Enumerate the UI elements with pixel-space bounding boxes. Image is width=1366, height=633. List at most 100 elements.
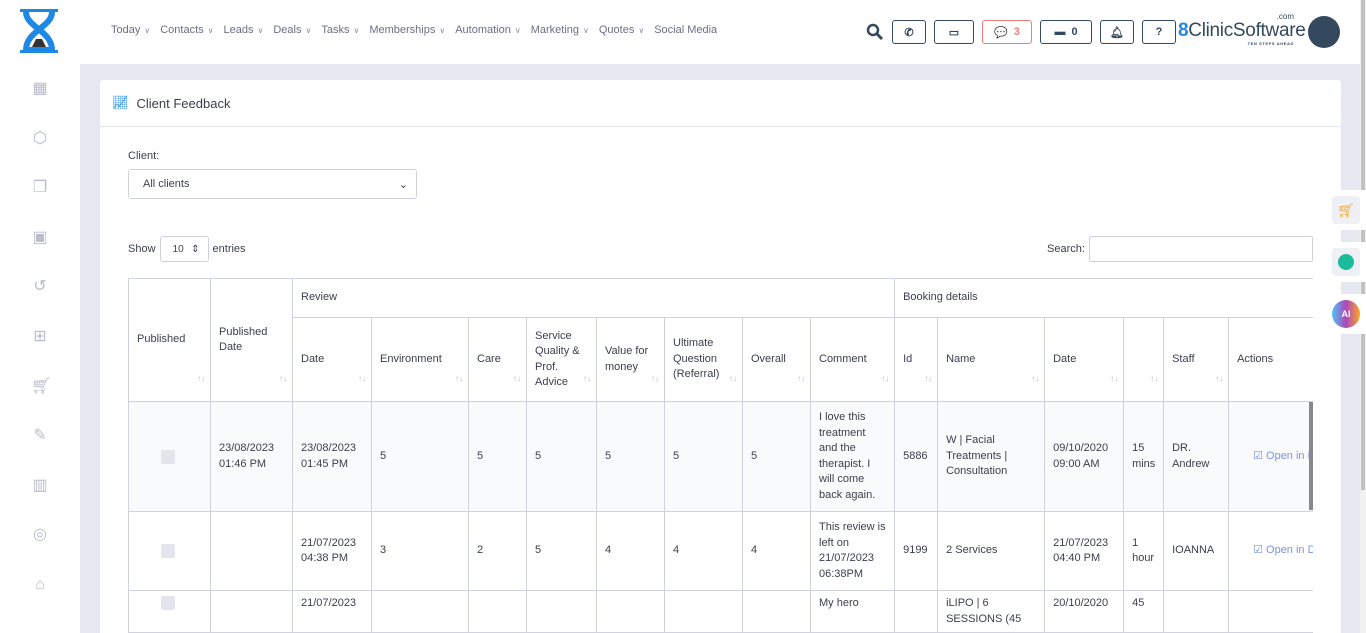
nav-item-tasks[interactable]: Tasks ∨ — [321, 24, 359, 36]
calendar-icon[interactable]: ▦ — [32, 80, 48, 97]
col-id[interactable]: Id ↑↓ — [894, 317, 939, 402]
col-name[interactable]: Name ↑↓ — [937, 317, 1046, 402]
nav-item-social-media[interactable]: Social Media — [654, 24, 717, 36]
notifications-button[interactable]: 🔔︎ — [1100, 20, 1134, 44]
client-label: Client: — [128, 150, 160, 162]
cell-text: 5 — [477, 449, 484, 462]
nav-item-automation[interactable]: Automation ∨ — [455, 24, 521, 36]
client-select[interactable]: All clients ⌄ — [128, 169, 417, 199]
published-checkbox[interactable] — [161, 596, 175, 610]
nav-item-deals[interactable]: Deals ∨ — [273, 24, 311, 36]
cell-comment: This review is left on 21/07/2023 06:38P… — [809, 511, 896, 591]
sort-icon: ↑↓ — [1215, 373, 1224, 383]
cell-text: This review is left on 21/07/2023 06:38P… — [819, 521, 886, 580]
layers-icon[interactable]: ❐ — [32, 179, 48, 197]
user-avatar[interactable] — [1308, 16, 1340, 48]
cell-name: iLIPO | 6 SESSIONS (45 — [937, 590, 1046, 633]
nav-item-leads[interactable]: Leads ∨ — [224, 24, 264, 36]
gift-icon[interactable]: ⊞ — [33, 328, 47, 345]
nav-label: Quotes — [598, 24, 635, 36]
cell-text: 45 — [1132, 597, 1145, 609]
ai-widget[interactable]: AI — [1326, 294, 1366, 334]
nav-item-memberships[interactable]: Memberships ∨ — [369, 24, 445, 36]
bag-icon[interactable]: ▣ — [32, 228, 48, 246]
open-in-diary-link[interactable]: ☑ Open in D — [1237, 544, 1313, 556]
help-button[interactable]: ? — [1142, 20, 1176, 44]
client-feedback-card: 📈︎ Client Feedback Client: All clients ⌄ S… — [100, 80, 1341, 633]
nav-item-contacts[interactable]: Contacts ∨ — [160, 24, 213, 36]
chevron-down-icon: ∨ — [257, 26, 264, 35]
sort-icon: ↑↓ — [358, 373, 366, 383]
col-care[interactable]: Care ↑↓ — [468, 317, 527, 402]
lock-icon[interactable]: ⌂ — [35, 576, 45, 593]
brand-tagline: TEN STEPS AHEAD — [1247, 41, 1294, 46]
col-staff[interactable]: Staff ↑↓ — [1163, 317, 1230, 402]
sort-icon: ↑↓ — [797, 373, 805, 383]
cell-text: My hero — [819, 597, 859, 609]
col-label: Value for money — [605, 345, 649, 373]
messages-button[interactable]: 💬 3 — [982, 20, 1032, 44]
store-icon: ▬ — [1054, 26, 1066, 38]
cell-duration: 15 mins — [1123, 401, 1165, 512]
col-date[interactable]: Date ↑↓ — [292, 317, 372, 402]
chevron-down-icon: ∨ — [439, 26, 446, 35]
col-published[interactable]: Published ↑↓ — [128, 278, 211, 402]
brand-suffix: .com — [1276, 12, 1294, 21]
open-in-diary-link[interactable]: ☑ Open in D — [1237, 450, 1313, 462]
col-duration[interactable]: ↑↓ — [1123, 317, 1165, 402]
whatsapp-widget[interactable] — [1326, 242, 1366, 282]
history-icon[interactable]: ↺ — [33, 278, 47, 296]
tag-icon[interactable]: ✎ — [33, 427, 47, 445]
cell-text: 21/07/2023 04:40 PM — [1053, 536, 1109, 565]
col-comment[interactable]: Comment ↑↓ — [809, 317, 896, 402]
table-scrollbar[interactable] — [1309, 402, 1313, 510]
user-circle-icon[interactable]: ◎ — [33, 526, 47, 544]
report-icon[interactable]: ▥ — [32, 476, 48, 494]
col-ultimate[interactable]: Ultimate Question (Referral) ↑↓ — [664, 317, 743, 402]
cart-icon[interactable]: 🛒︎ — [31, 377, 52, 395]
cell-bdate: 09/10/2020 09:00 AM — [1044, 401, 1125, 512]
cell-overall — [742, 590, 811, 633]
col-service[interactable]: Service Quality & Prof. Advice ↑↓ — [526, 317, 597, 402]
chart-icon: 📈︎ — [112, 95, 129, 110]
search-input[interactable] — [1088, 236, 1313, 262]
table-row: 23/08/2023 01:46 PM 23/08/2023 01:45 PM 5 5… — [128, 401, 1313, 512]
col-published_date[interactable]: Published Date ↑↓ — [210, 278, 293, 402]
nav-item-quotes[interactable]: Quotes ∨ — [599, 24, 644, 36]
col-bdate[interactable]: Date ↑↓ — [1044, 317, 1125, 402]
search-icon[interactable] — [866, 23, 884, 41]
table-row: 21/07/2023 04:38 PM 3 2 5 4 4 4 This review is … — [128, 511, 1313, 591]
cell-text: 4 — [605, 544, 612, 557]
chat-icon: 💬 — [994, 26, 1008, 39]
entries-select[interactable]: 10 ⇕ — [159, 236, 209, 262]
cell-ultimate: 5 — [664, 401, 743, 512]
cell-overall: 5 — [742, 401, 811, 512]
store-button[interactable]: ▬ 0 — [1040, 20, 1092, 44]
published-checkbox[interactable] — [161, 544, 175, 558]
cell-actions: ☑ Open in D — [1228, 401, 1313, 512]
inbox-button[interactable]: ▭ — [934, 20, 974, 44]
cell-environment — [371, 590, 469, 633]
published-checkbox[interactable] — [161, 449, 175, 464]
chevron-down-icon: ∨ — [514, 26, 521, 35]
app-logo[interactable] — [18, 9, 60, 53]
col-actions[interactable]: Actions — [1228, 317, 1313, 402]
phone-button[interactable]: ✆ — [892, 20, 926, 44]
col-environment[interactable]: Environment ↑↓ — [371, 317, 469, 402]
cart-widget[interactable]: 🛒︎ — [1326, 190, 1366, 230]
cell-staff — [1163, 590, 1230, 633]
cell-text: 3 — [380, 544, 387, 557]
box-icon[interactable]: ⬡ — [33, 129, 47, 147]
feedback-table: Published ↑↓ Published Date ↑↓ Review Booking… — [128, 278, 1313, 633]
col-label: Comment — [819, 352, 867, 365]
nav-item-today[interactable]: Today ∨ — [111, 24, 150, 36]
top-bar: Today ∨ Contacts ∨ Leads ∨ Deals ∨ Tasks ∨ Members… — [0, 0, 1360, 64]
nav-item-marketing[interactable]: Marketing ∨ — [531, 24, 589, 36]
cell-ultimate: 4 — [664, 511, 743, 591]
col-overall[interactable]: Overall ↑↓ — [742, 317, 811, 402]
cell-care — [468, 590, 527, 633]
col-label: Published — [137, 333, 186, 346]
col-value[interactable]: Value for money ↑↓ — [596, 317, 665, 402]
cell-id: 9199 — [894, 511, 939, 591]
cell-text: 5 — [535, 449, 542, 462]
